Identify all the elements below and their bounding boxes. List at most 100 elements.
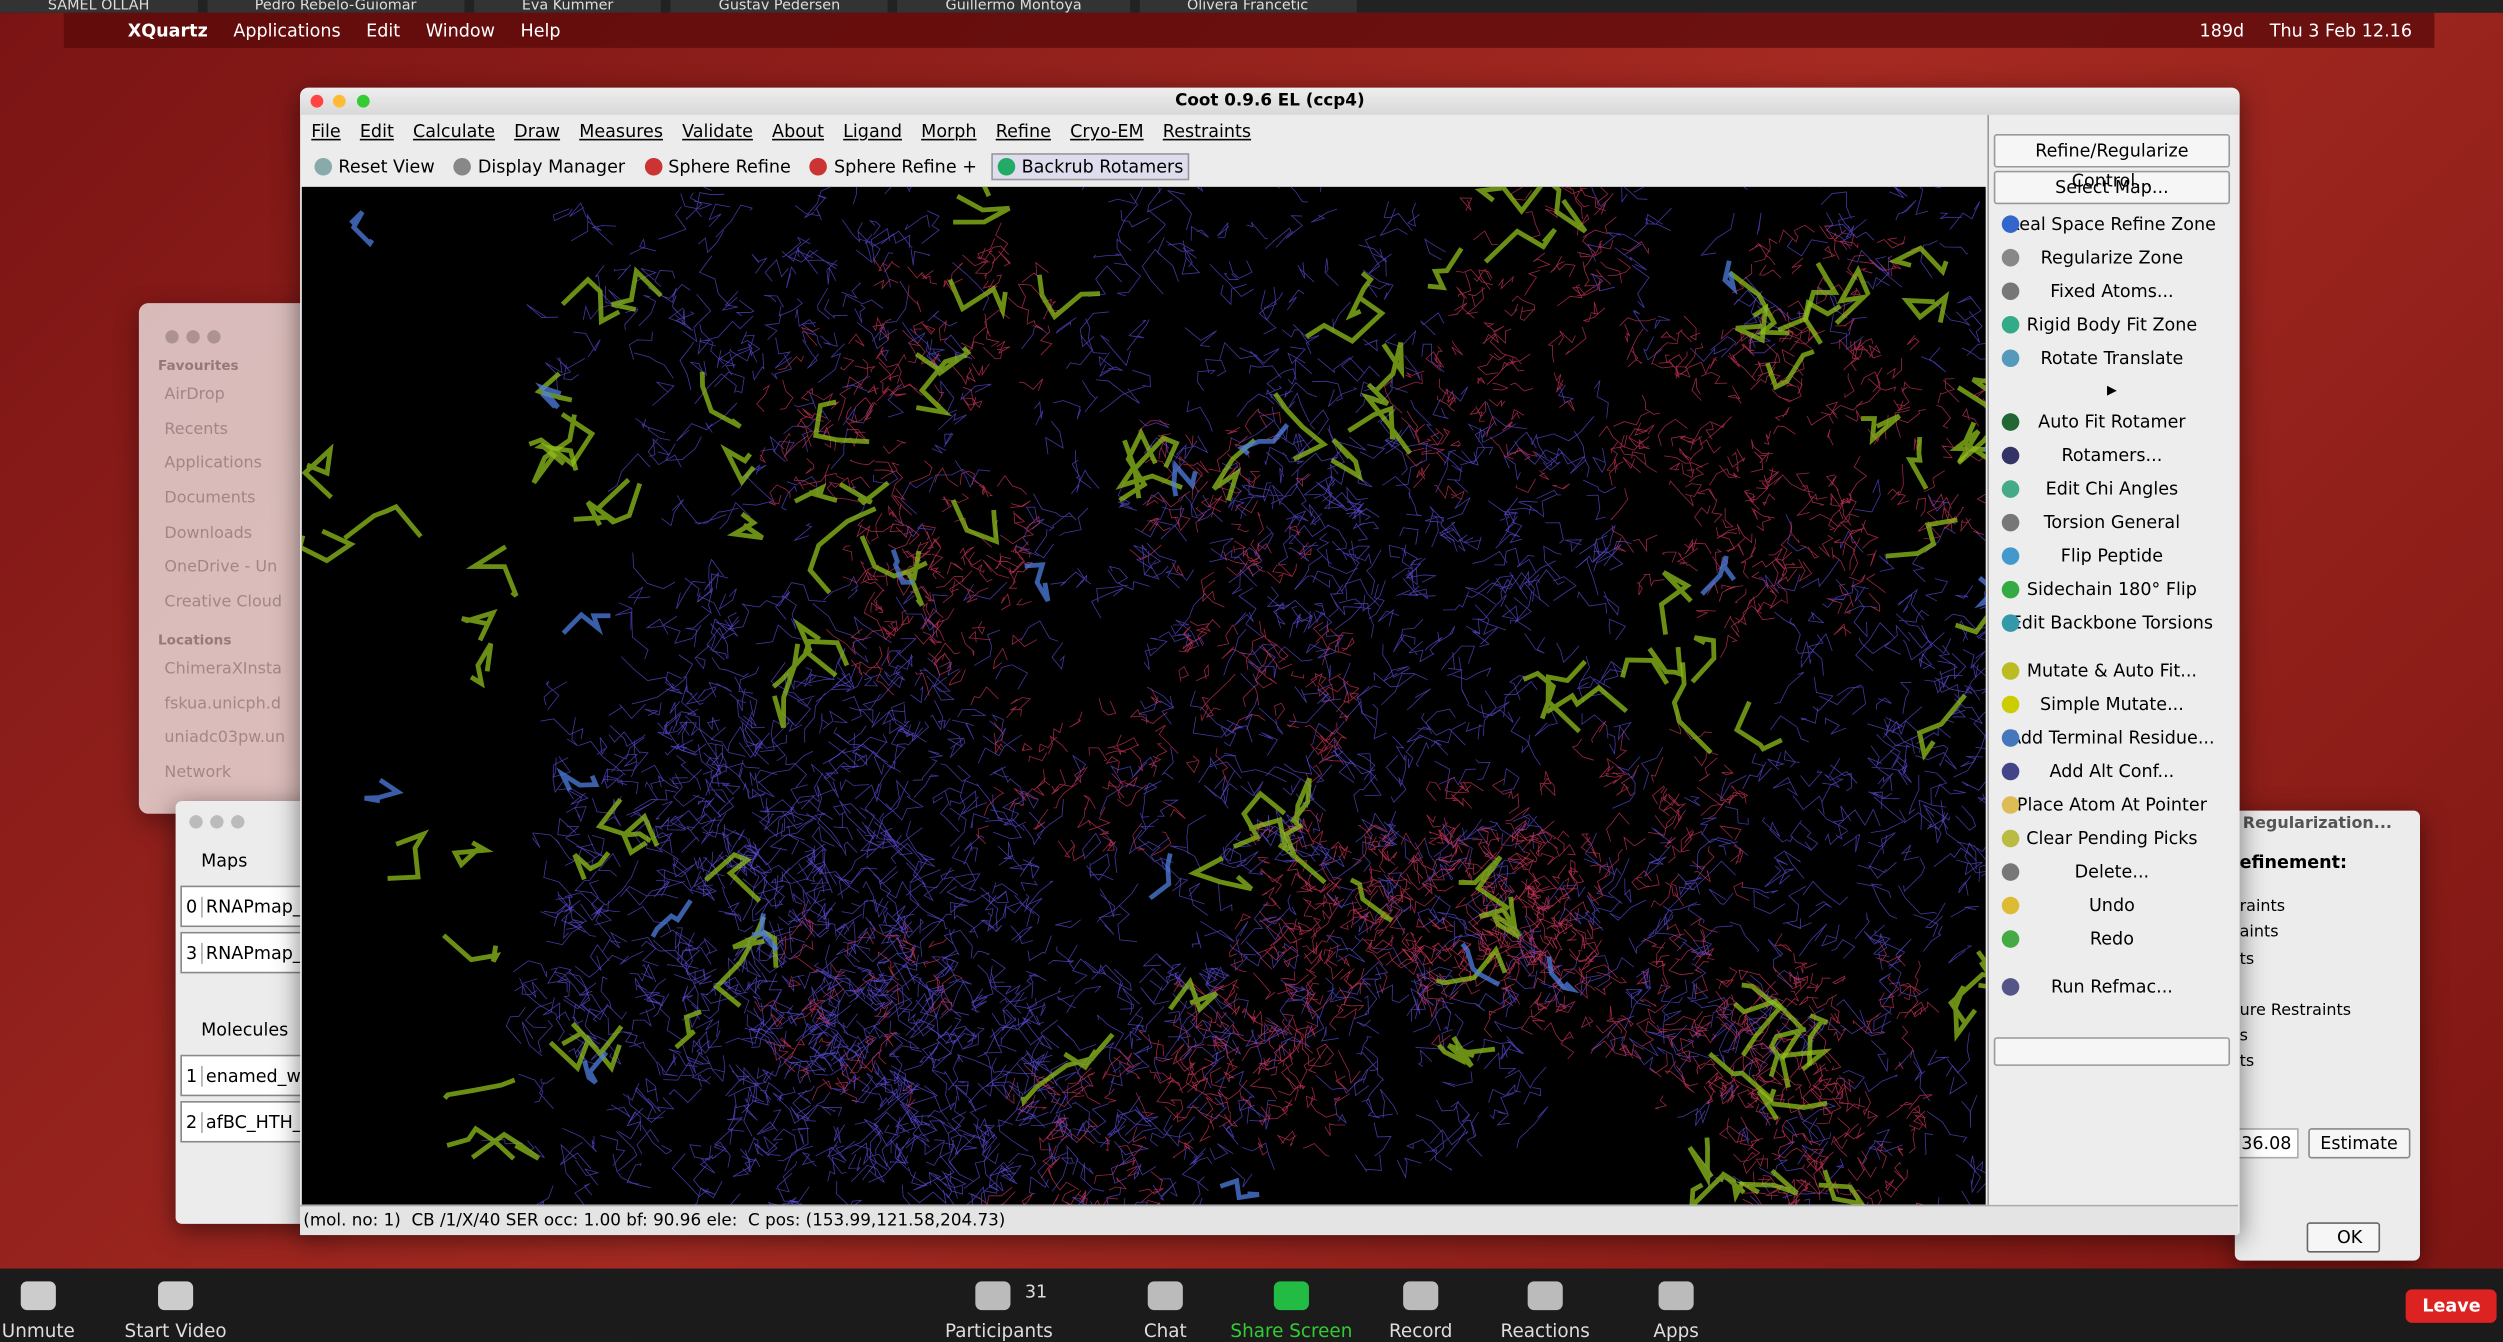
leave-button[interactable]: Leave bbox=[2406, 1289, 2497, 1323]
panel-item[interactable]: Undo bbox=[1989, 889, 2235, 923]
zoom-control[interactable]: Apps bbox=[1628, 1269, 1724, 1342]
panel-item[interactable]: Redo bbox=[1989, 922, 2235, 956]
density-mesh bbox=[1219, 1177, 1260, 1201]
menu-item[interactable]: Ligand bbox=[843, 121, 903, 143]
menu-item[interactable]: Restraints bbox=[1162, 121, 1252, 143]
zoom-toolbar: Leave 31 Unmute Start Video Participants Ch… bbox=[0, 1268, 2503, 1342]
sidebar-item[interactable]: OneDrive - Un bbox=[164, 559, 278, 577]
molecules-title: Molecules bbox=[201, 1019, 289, 1041]
background bbox=[301, 186, 1986, 1205]
panel-item[interactable]: Simple Mutate... bbox=[1989, 688, 2235, 722]
menu-item[interactable]: Calculate bbox=[413, 121, 496, 143]
list-row[interactable]: 2 afBC_HTH_ bbox=[180, 1101, 320, 1143]
panel-item[interactable]: Regularize Zone bbox=[1989, 241, 2235, 275]
panel-item[interactable]: Edit Backbone Torsions bbox=[1989, 606, 2235, 640]
minimize-button[interactable]: ● bbox=[332, 90, 347, 111]
menu-item[interactable]: Refine bbox=[995, 121, 1051, 143]
zoom-button[interactable]: ● bbox=[355, 90, 371, 111]
clock[interactable]: Thu 3 Feb 12.16 bbox=[2269, 19, 2413, 41]
sidebar-item[interactable]: Network bbox=[164, 764, 232, 782]
menu-item[interactable]: Draw bbox=[514, 121, 561, 143]
sidebar-item[interactable]: Downloads bbox=[164, 524, 253, 543]
app-name[interactable]: XQuartz bbox=[127, 19, 208, 41]
density-mesh bbox=[1916, 614, 1986, 761]
value-field[interactable]: 36.08 bbox=[2234, 1128, 2298, 1159]
toolbar-label: Backrub Rotamers bbox=[1021, 155, 1184, 177]
zoom-control[interactable]: Start Video bbox=[112, 1269, 240, 1342]
toolbar-button[interactable]: Display Manager bbox=[449, 154, 630, 178]
density-mesh bbox=[1700, 555, 1736, 596]
menu-item[interactable]: Help bbox=[520, 19, 561, 41]
ok-button[interactable]: OK bbox=[2306, 1222, 2380, 1253]
menu-item[interactable]: Validate bbox=[682, 121, 753, 143]
close-button[interactable]: ● bbox=[309, 90, 325, 111]
density-mesh bbox=[1155, 618, 1360, 784]
list-row[interactable]: 3 RNAPmap_ bbox=[180, 931, 320, 974]
toolbar-button[interactable]: Reset View bbox=[310, 154, 440, 178]
graphics-canvas[interactable] bbox=[301, 186, 1986, 1205]
panel-item[interactable]: Flip Peptide bbox=[1989, 539, 2235, 573]
panel-item[interactable]: Add Terminal Residue... bbox=[1989, 721, 2235, 755]
menu-item[interactable]: Morph bbox=[921, 121, 977, 143]
zoom-control[interactable]: Record bbox=[1373, 1269, 1469, 1342]
panel-item[interactable]: Mutate & Auto Fit... bbox=[1989, 654, 2235, 688]
option-label: ts bbox=[2239, 1053, 2255, 1072]
menu-item[interactable]: Cryo-EM bbox=[1070, 121, 1144, 143]
sidebar-item[interactable]: uniadc03pw.un bbox=[164, 729, 286, 748]
sidebar-item[interactable]: fskua.unicph.d bbox=[164, 694, 281, 713]
panel-item[interactable]: Rigid Body Fit Zone bbox=[1989, 308, 2235, 342]
status-item[interactable]: 189d bbox=[2199, 19, 2245, 41]
menu-item[interactable]: About bbox=[772, 121, 824, 143]
sidebar-item[interactable]: AirDrop bbox=[164, 386, 225, 404]
estimate-button[interactable]: Estimate bbox=[2307, 1128, 2411, 1159]
panel-label: Auto Fit Rotamer bbox=[2038, 411, 2186, 433]
zoom-control[interactable]: Chat bbox=[1117, 1269, 1213, 1342]
panel-button[interactable]: Refine/Regularize Control... bbox=[1993, 134, 2231, 191]
toolbar-button[interactable]: Backrub Rotamers bbox=[991, 152, 1190, 180]
panel-item[interactable]: Auto Fit Rotamer bbox=[1989, 405, 2235, 439]
panel-icon bbox=[2001, 796, 2020, 814]
toolbar-button[interactable]: Sphere Refine bbox=[639, 154, 795, 178]
panel-item[interactable]: Real Space Refine Zone bbox=[1989, 207, 2235, 241]
menu-item[interactable]: File bbox=[311, 121, 341, 143]
sidebar-item[interactable]: Creative Cloud bbox=[164, 593, 283, 612]
panel-item[interactable]: Place Atom At Pointer bbox=[1989, 788, 2235, 822]
menu-item[interactable]: Edit bbox=[366, 19, 401, 41]
panel-item[interactable]: Add Alt Conf... bbox=[1989, 755, 2235, 789]
zoom-control[interactable]: Reactions bbox=[1497, 1269, 1593, 1342]
sidebar-item[interactable]: Applications bbox=[164, 455, 262, 473]
menu-item[interactable]: Applications bbox=[233, 19, 341, 41]
sidebar-item[interactable]: Documents bbox=[164, 489, 256, 508]
menu-item[interactable]: Measures bbox=[579, 121, 663, 143]
panel-item[interactable]: Torsion General bbox=[1989, 506, 2235, 540]
density-mesh bbox=[582, 1050, 609, 1085]
panel-label: Clear Pending Picks bbox=[2026, 828, 2198, 849]
panel-item[interactable]: Rotamers... bbox=[1989, 439, 2235, 473]
zoom-control[interactable]: Unmute bbox=[0, 1269, 77, 1342]
heading: efinement: bbox=[2239, 852, 2348, 873]
panel-item[interactable]: Sidechain 180° Flip bbox=[1989, 573, 2235, 607]
participant-name: Pedro Rebelo-Guiomar bbox=[206, 0, 465, 13]
toolbar-button[interactable]: Sphere Refine + bbox=[805, 154, 981, 178]
panel-item[interactable]: Edit Chi Angles bbox=[1989, 472, 2235, 506]
panel-item[interactable]: Fixed Atoms... bbox=[1989, 274, 2235, 308]
density-mesh bbox=[364, 777, 404, 804]
maps-title: Maps bbox=[201, 850, 248, 872]
panel-button[interactable]: Select Map... bbox=[1993, 170, 2231, 205]
zoom-control[interactable]: Share Screen bbox=[1229, 1269, 1354, 1342]
list-row[interactable]: 1 enamed_w bbox=[180, 1054, 320, 1097]
empty-button[interactable] bbox=[1993, 1037, 2231, 1066]
list-row[interactable]: 0 RNAPmap_ bbox=[180, 885, 320, 928]
maps-dialog: ● ● ● Maps 0 RNAPmap_ 3 RNAPmap_ Molecules … bbox=[175, 801, 320, 1224]
control-icon bbox=[1403, 1281, 1439, 1311]
density-mesh bbox=[978, 1030, 1193, 1205]
sidebar-item[interactable]: ChimeraXInsta bbox=[164, 660, 282, 678]
panel-item[interactable]: Run Refmac... bbox=[1989, 970, 2235, 1004]
menu-item[interactable]: Window bbox=[425, 19, 495, 41]
panel-item[interactable]: Clear Pending Picks bbox=[1989, 822, 2235, 856]
zoom-control[interactable]: Participants bbox=[945, 1269, 1053, 1342]
menu-item[interactable]: Edit bbox=[359, 121, 394, 143]
sidebar-item[interactable]: Recents bbox=[164, 420, 228, 439]
panel-item[interactable]: Rotate Translate bbox=[1989, 341, 2235, 375]
panel-item[interactable]: Delete... bbox=[1989, 855, 2235, 889]
